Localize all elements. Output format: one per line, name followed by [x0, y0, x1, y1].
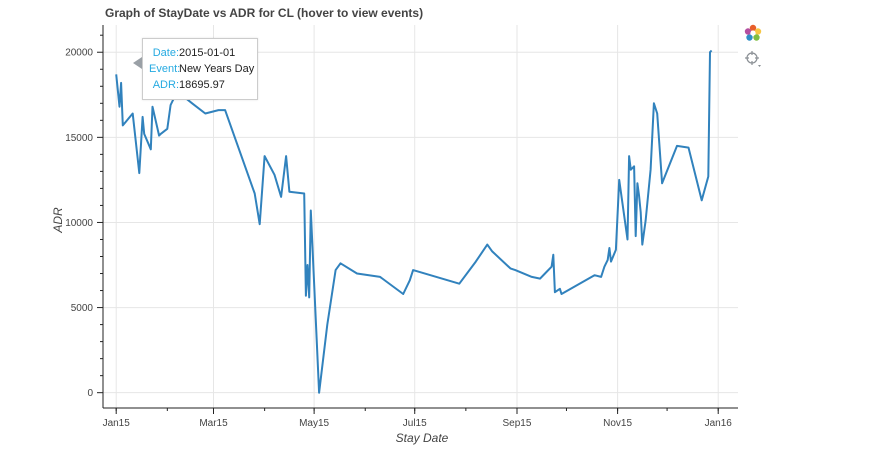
hover-tooltip: Date:2015-01-01 Event:New Years Day ADR:… — [133, 38, 258, 100]
x-tick-label: Mar15 — [199, 418, 228, 429]
y-tick-label: 15000 — [65, 133, 93, 144]
x-tick-label: May15 — [299, 418, 329, 429]
bokeh-logo-icon — [744, 24, 762, 41]
y-axis-label: ADR — [51, 207, 65, 234]
data-series[interactable] — [115, 49, 713, 394]
y-tick-label: 10000 — [65, 218, 93, 229]
tooltip-adr-value: 18695.97 — [179, 79, 225, 91]
series-line[interactable] — [115, 49, 713, 394]
tooltip-adr-key: ADR: — [152, 79, 179, 91]
x-tick-label: Jan16 — [705, 418, 733, 429]
x-tick-label: Sep15 — [503, 418, 532, 429]
tooltip-event-value: New Years Day — [179, 63, 255, 75]
x-tick-label: Jul15 — [403, 418, 427, 429]
bokeh-logo-icon[interactable] — [742, 22, 764, 44]
y-tick-label: 20000 — [65, 48, 93, 59]
y-tick-label: 0 — [87, 388, 93, 399]
tooltip-row-date: Date:2015-01-01 — [149, 45, 257, 61]
tooltip-row-event: Event:New Years Day — [149, 61, 257, 77]
tooltip-arrow — [133, 57, 142, 69]
chart-title: Graph of StayDate vs ADR for CL (hover t… — [105, 6, 423, 20]
x-tick-label: Jan15 — [103, 418, 131, 429]
axes: 0 5000 10000 15000 20000 Jan15 Mar15 May15 Jul15… — [65, 25, 738, 429]
y-tick-label: 5000 — [71, 303, 94, 314]
tooltip-date-value: 2015-01-01 — [179, 47, 236, 59]
x-axis-label: Stay Date — [396, 431, 449, 445]
x-tick-label: Nov15 — [603, 418, 632, 429]
crosshair-icon[interactable] — [742, 48, 764, 70]
tooltip-event-key: Event: — [149, 63, 181, 75]
tooltip-date-key: Date: — [152, 47, 179, 59]
crosshair-icon — [745, 51, 761, 67]
tooltip-row-adr: ADR:18695.97 — [149, 77, 257, 93]
toolbar — [742, 22, 764, 74]
